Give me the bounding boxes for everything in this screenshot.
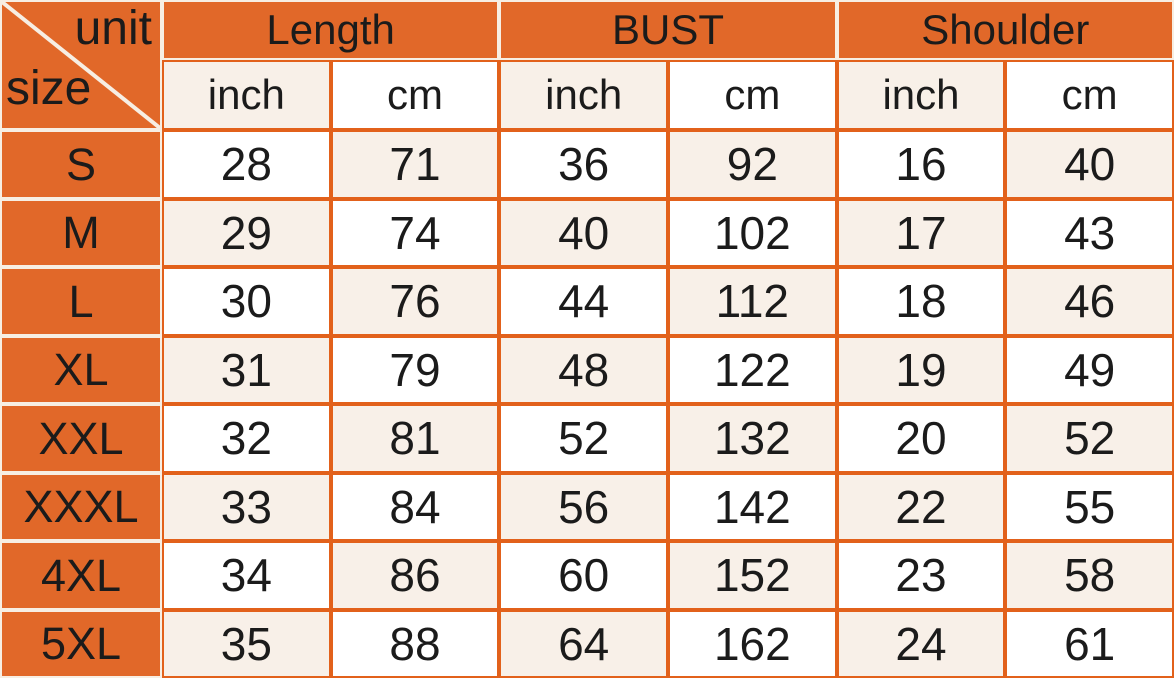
- data-cell: 44: [499, 267, 668, 336]
- data-cell: 71: [330, 130, 500, 199]
- size-cell-l: L: [0, 267, 162, 336]
- data-cell: 162: [668, 609, 837, 678]
- data-cell: 84: [330, 472, 500, 541]
- data-cell: 34: [162, 541, 331, 610]
- data-cell: 22: [836, 472, 1006, 541]
- data-cell: 24: [836, 609, 1006, 678]
- data-cell: 46: [1005, 267, 1174, 336]
- data-cell: 43: [1005, 198, 1174, 267]
- unit-header-cm-5: cm: [1005, 60, 1174, 130]
- data-cell: 64: [499, 609, 668, 678]
- data-cell: 56: [499, 472, 668, 541]
- group-header-length: Length: [162, 0, 500, 60]
- data-cell: 102: [668, 198, 837, 267]
- corner-cell-unit-size: unit size: [0, 0, 162, 130]
- data-cell: 30: [162, 267, 331, 336]
- data-cell: 132: [668, 404, 837, 473]
- diagonal-divider-icon: [2, 2, 160, 128]
- data-cell: 88: [330, 609, 500, 678]
- data-cell: 23: [836, 541, 1006, 610]
- data-cell: 40: [1005, 130, 1174, 199]
- corner-size-label: size: [6, 61, 92, 115]
- data-cell: 112: [668, 267, 837, 336]
- size-cell-xxl: XXL: [0, 404, 162, 473]
- corner-unit-label: unit: [74, 2, 152, 55]
- data-cell: 18: [836, 267, 1006, 336]
- unit-header-inch-4: inch: [836, 60, 1006, 130]
- data-cell: 31: [162, 335, 331, 404]
- unit-header-inch-2: inch: [499, 60, 668, 130]
- data-cell: 92: [668, 130, 837, 199]
- data-cell: 48: [499, 335, 668, 404]
- group-header-shoulder: Shoulder: [836, 0, 1174, 60]
- data-cell: 33: [162, 472, 331, 541]
- size-cell-xxxl: XXXL: [0, 472, 162, 541]
- data-cell: 79: [330, 335, 500, 404]
- data-cell: 52: [1005, 404, 1174, 473]
- unit-header-cm-1: cm: [330, 60, 500, 130]
- data-cell: 81: [330, 404, 500, 473]
- data-cell: 122: [668, 335, 837, 404]
- data-cell: 32: [162, 404, 331, 473]
- size-cell-4xl: 4XL: [0, 541, 162, 610]
- data-cell: 20: [836, 404, 1006, 473]
- data-cell: 17: [836, 198, 1006, 267]
- data-cell: 19: [836, 335, 1006, 404]
- size-cell-xl: XL: [0, 335, 162, 404]
- data-cell: 86: [330, 541, 500, 610]
- data-cell: 74: [330, 198, 500, 267]
- data-cell: 76: [330, 267, 500, 336]
- data-cell: 152: [668, 541, 837, 610]
- data-cell: 49: [1005, 335, 1174, 404]
- data-cell: 40: [499, 198, 668, 267]
- size-cell-m: M: [0, 198, 162, 267]
- data-cell: 16: [836, 130, 1006, 199]
- data-cell: 55: [1005, 472, 1174, 541]
- data-cell: 61: [1005, 609, 1174, 678]
- data-cell: 58: [1005, 541, 1174, 610]
- group-header-bust: BUST: [499, 0, 837, 60]
- data-cell: 52: [499, 404, 668, 473]
- data-cell: 60: [499, 541, 668, 610]
- data-cell: 28: [162, 130, 331, 199]
- data-cell: 36: [499, 130, 668, 199]
- size-cell-s: S: [0, 130, 162, 199]
- data-cell: 142: [668, 472, 837, 541]
- size-cell-5xl: 5XL: [0, 609, 162, 678]
- data-cell: 35: [162, 609, 331, 678]
- unit-header-cm-3: cm: [668, 60, 837, 130]
- data-cell: 29: [162, 198, 331, 267]
- unit-header-inch-0: inch: [162, 60, 331, 130]
